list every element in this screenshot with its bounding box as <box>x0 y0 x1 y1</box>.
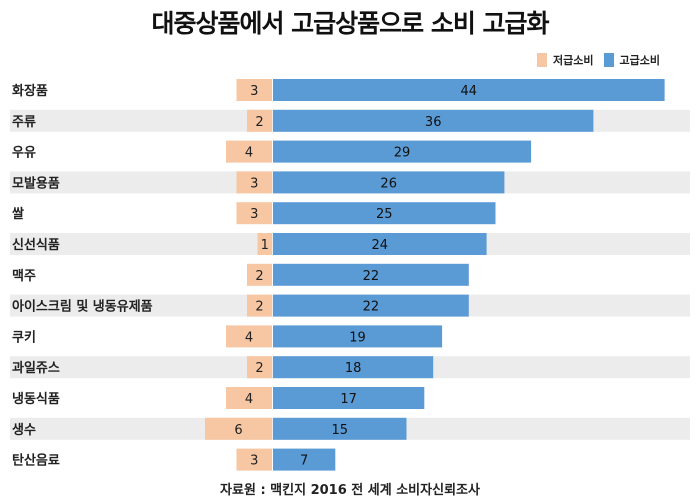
data-label-low: 6 <box>234 423 242 438</box>
bar-low <box>226 387 272 409</box>
data-label-low: 2 <box>255 115 263 130</box>
bar-high <box>273 171 505 194</box>
bar-high <box>273 263 469 286</box>
data-label-low: 3 <box>250 176 258 191</box>
data-label-high: 24 <box>372 238 389 253</box>
category-label: 냉동식품 <box>12 391 60 407</box>
data-label-high: 25 <box>376 207 393 222</box>
bar-low <box>236 202 272 225</box>
data-label-low: 4 <box>245 330 253 345</box>
data-label-high: 22 <box>363 300 380 315</box>
bar-low <box>226 140 272 163</box>
data-label-low: 2 <box>255 361 263 376</box>
data-label-high: 7 <box>300 454 308 469</box>
bar-high <box>273 417 407 440</box>
bar-low <box>236 448 272 471</box>
data-label-high: 36 <box>425 115 442 130</box>
data-label-low: 2 <box>255 300 263 315</box>
bar-high <box>273 294 469 317</box>
category-label: 탄산음료 <box>12 453 60 469</box>
bar-high <box>273 202 496 225</box>
bar-low <box>247 263 272 286</box>
category-label: 쿠키 <box>12 330 36 345</box>
chart-title: 대중상품에서 고급상품으로 소비 고급화 <box>151 9 549 38</box>
legend: 저급소비 고급소비 <box>537 52 660 68</box>
bar-low <box>236 171 272 194</box>
bar-high <box>273 233 487 255</box>
data-label-high: 29 <box>394 146 411 161</box>
data-label-high: 22 <box>363 269 380 284</box>
category-label: 신선식품 <box>12 237 60 253</box>
bar-low <box>226 325 272 348</box>
data-label-high: 18 <box>345 361 362 376</box>
category-label: 우유 <box>12 146 36 161</box>
data-label-high: 15 <box>331 423 348 438</box>
bar-low <box>247 356 272 379</box>
legend-swatch-high <box>603 53 614 67</box>
data-label-low: 3 <box>250 207 258 222</box>
bar-low <box>205 417 272 440</box>
bar-high <box>273 140 532 163</box>
bar-low <box>247 294 272 317</box>
legend-swatch-low <box>537 53 548 67</box>
category-label: 맥주 <box>12 268 36 284</box>
data-label-low: 4 <box>245 146 253 161</box>
data-label-low: 4 <box>245 392 253 407</box>
bar-high <box>273 448 336 471</box>
bar-high <box>273 356 434 379</box>
category-label: 아이스크림 및 냉동유제품 <box>12 299 153 315</box>
category-label: 주류 <box>12 115 36 130</box>
bar-high <box>273 387 425 409</box>
bar-low <box>236 79 272 101</box>
category-label: 과일쥬스 <box>12 361 60 376</box>
bar-high <box>273 109 594 132</box>
data-label-low: 1 <box>261 238 269 253</box>
data-label-high: 26 <box>380 176 397 191</box>
data-label-high: 44 <box>461 84 478 99</box>
category-label: 화장품 <box>12 83 48 99</box>
bar-high <box>273 325 443 348</box>
data-label-low: 2 <box>255 269 263 284</box>
bar-low <box>257 233 272 255</box>
legend-label-low: 저급소비 <box>553 54 594 67</box>
source-note: 자료원 : 맥킨지 2016 전 세계 소비자신뢰조사 <box>220 483 480 498</box>
bar-low <box>247 109 272 132</box>
legend-label-high: 고급소비 <box>619 54 660 67</box>
bar-high <box>273 79 665 101</box>
data-label-low: 3 <box>250 84 258 99</box>
data-label-high: 19 <box>349 330 366 345</box>
category-label: 쌀 <box>12 206 24 222</box>
data-label-high: 17 <box>340 392 357 407</box>
category-label: 생수 <box>12 423 36 438</box>
data-label-low: 3 <box>250 454 258 469</box>
category-label: 모발용품 <box>12 175 60 191</box>
